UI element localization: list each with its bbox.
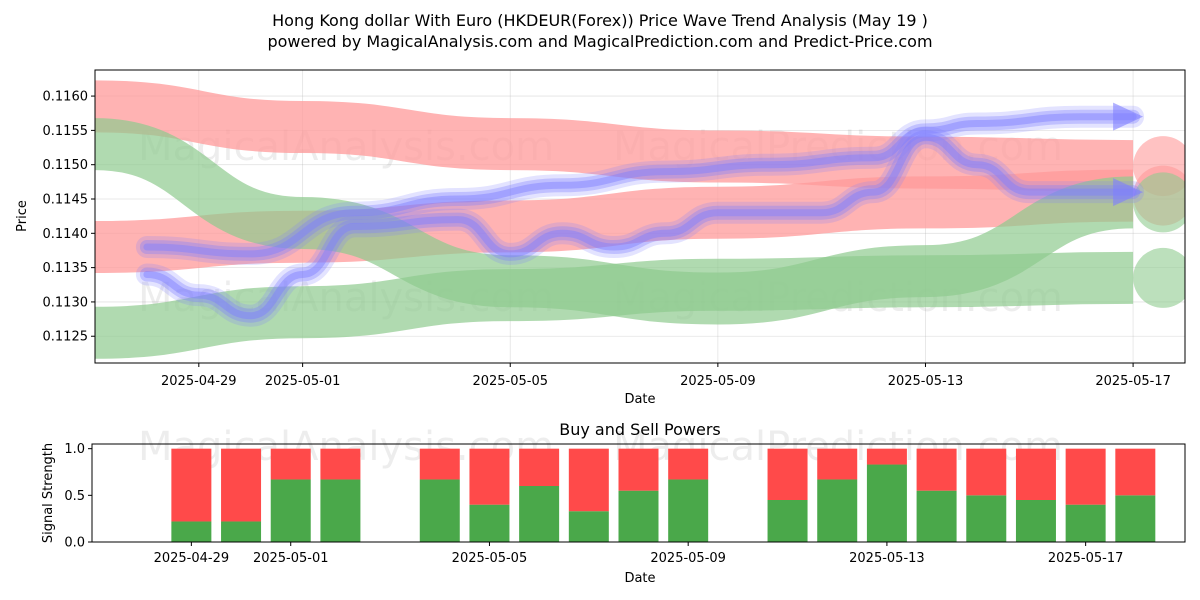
bottom-x-tick-label: 2025-05-05 [452, 551, 528, 566]
top-y-tick-label: 0.1140 [43, 227, 89, 242]
top-y-tick-label: 0.1135 [43, 261, 89, 276]
buy-power-bar [966, 495, 1007, 542]
bottom-x-tick-label: 2025-05-01 [253, 551, 329, 566]
sell-power-bar [1015, 448, 1056, 500]
buy-power-bar [767, 500, 808, 542]
green-band-end-cap [1133, 172, 1185, 233]
sell-power-bar [1065, 448, 1106, 505]
sell-power-bar [519, 448, 560, 486]
bottom-y-tick-label: 0.5 [64, 489, 85, 504]
buy-power-bar [469, 504, 510, 542]
sell-power-bar [916, 448, 957, 491]
buy-power-bar [668, 479, 709, 542]
sell-power-bar [568, 448, 609, 512]
bottom-y-tick-label: 0.0 [64, 536, 85, 551]
top-y-axis-label: Price [15, 200, 30, 232]
bottom-x-tick-label: 2025-05-09 [650, 551, 726, 566]
buy-power-bar [419, 479, 460, 542]
buy-sell-panel: Buy and Sell Powers MagicalAnalysis.com … [41, 420, 1186, 586]
bottom-axes-frame [91, 443, 1186, 543]
buy-power-bar [221, 521, 262, 542]
sell-power-bar [866, 448, 907, 465]
top-y-tick-label: 0.1125 [43, 330, 89, 345]
top-axes-frame [94, 69, 1186, 364]
green-band-end-cap [1133, 247, 1185, 308]
sell-power-bar [618, 448, 659, 491]
top-x-tick-label: 2025-05-05 [472, 374, 548, 389]
trend-bands [95, 80, 1185, 359]
price-wave-line [139, 130, 1141, 323]
sell-power-bar [270, 448, 311, 480]
buy-power-bar [916, 490, 957, 542]
sell-power-bar [767, 448, 808, 500]
top-y-tick-label: 0.1130 [43, 295, 89, 310]
chart-title-line1: Hong Kong dollar With Euro (HKDEUR(Forex… [272, 11, 928, 30]
top-x-tick-label: 2025-04-29 [161, 374, 237, 389]
green-trend-band [95, 251, 1134, 359]
price-wave-panel: MagicalAnalysis.com MagicalPrediction.co… [15, 69, 1186, 407]
chart-title-line2: powered by MagicalAnalysis.com and Magic… [267, 32, 932, 51]
sell-power-bar [817, 448, 858, 480]
price-wave-line [143, 113, 1137, 258]
bottom-y-ticks: 0.0 0.5 1.0 [64, 442, 92, 551]
bottom-y-axis-label: Signal Strength [41, 443, 56, 543]
sell-power-bar [320, 448, 361, 480]
sell-power-bar [419, 448, 460, 480]
bottom-x-tick-label: 2025-04-29 [154, 551, 230, 566]
bottom-x-ticks: 2025-04-29 2025-05-01 2025-05-05 2025-05-09… [154, 542, 1124, 566]
top-y-ticks: 0.1125 0.1130 0.1135 0.1140 0.1145 0.1150 0.11… [43, 90, 95, 345]
top-x-ticks: 2025-04-29 2025-05-01 2025-05-05 2025-05-09… [161, 363, 1171, 389]
buy-power-bar [1015, 500, 1056, 542]
buy-power-bar [270, 479, 311, 542]
top-x-tick-label: 2025-05-13 [888, 374, 964, 389]
buy-power-bar [1115, 495, 1156, 542]
price-waves [135, 102, 1145, 327]
buy-power-bar [866, 464, 907, 542]
buy-power-bar [568, 511, 609, 542]
top-y-tick-label: 0.1155 [43, 124, 89, 139]
sell-power-bar [1115, 448, 1156, 496]
top-x-tick-label: 2025-05-17 [1095, 374, 1171, 389]
sell-power-bar [221, 448, 262, 522]
bottom-x-tick-label: 2025-05-13 [849, 551, 925, 566]
buy-power-bar [1065, 504, 1106, 542]
sell-power-bar [966, 448, 1007, 496]
red-trend-band [95, 80, 1134, 193]
bottom-y-tick-label: 1.0 [64, 442, 85, 457]
price-wave-line [135, 126, 1145, 327]
signal-bars [171, 448, 1156, 542]
sell-power-bar [171, 448, 212, 522]
top-y-tick-label: 0.1145 [43, 193, 89, 208]
bottom-x-tick-label: 2025-05-17 [1048, 551, 1124, 566]
price-wave-line [135, 105, 1145, 265]
price-wave-arrowhead [1113, 178, 1144, 207]
buy-power-bar [519, 486, 560, 542]
buy-power-bar [171, 521, 212, 542]
buy-power-bar [618, 490, 659, 542]
bottom-x-axis-label: Date [624, 571, 655, 586]
sell-power-bar [668, 448, 709, 480]
bottom-chart-title: Buy and Sell Powers [559, 420, 721, 439]
top-y-tick-label: 0.1160 [43, 90, 89, 105]
top-x-tick-label: 2025-05-01 [265, 374, 341, 389]
top-y-tick-label: 0.1150 [43, 158, 89, 173]
top-x-axis-label: Date [624, 392, 655, 407]
sell-power-bar [469, 448, 510, 505]
buy-power-bar [320, 479, 361, 542]
buy-power-bar [817, 479, 858, 542]
price-wave-line [139, 109, 1141, 261]
price-wave-line [143, 133, 1137, 320]
top-x-tick-label: 2025-05-09 [680, 374, 756, 389]
price-wave-arrowhead [1113, 102, 1144, 131]
